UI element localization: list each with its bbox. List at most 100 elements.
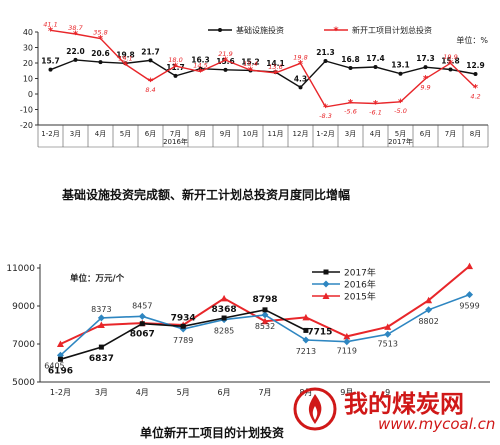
c1-point-new-projects: * xyxy=(323,102,329,113)
c2-point-2015年 xyxy=(56,340,64,347)
c1-year-label: 2016年 xyxy=(163,137,188,146)
c1-data-label-infra: 15.7 xyxy=(41,57,60,66)
c2-point-2016年 xyxy=(343,338,351,346)
c1-point-infra xyxy=(198,66,203,71)
c2-y-tick-label: 11000 xyxy=(6,264,35,274)
c1-point-infra xyxy=(373,65,378,70)
c1-data-label-new-projects: 14.5 xyxy=(193,62,207,70)
c2-x-tick-label: 6月 xyxy=(218,388,231,397)
c1-data-label-new-projects: -5.0 xyxy=(394,107,407,115)
c1-x-tick-label: 1-2月 xyxy=(41,130,59,138)
c2-x-tick-label: 4月 xyxy=(136,388,149,397)
chart2-title: 单位新开工项目的计划投资 xyxy=(140,426,285,440)
c1-x-tick-label: 6月 xyxy=(145,130,156,138)
c2-data-label-2017: 8368 xyxy=(212,305,237,315)
c1-point-infra xyxy=(298,85,303,90)
c1-x-tick-label: 3月 xyxy=(345,130,356,138)
c1-point-new-projects: * xyxy=(448,59,454,70)
c2-legend-marker-2017年 xyxy=(323,269,329,275)
c1-data-label-infra: 21.3 xyxy=(316,48,335,57)
c2-point-2017年 xyxy=(180,323,186,329)
c1-x-tick-label: 1-2月 xyxy=(316,130,334,138)
c2-y-tick-label: 9000 xyxy=(12,302,35,312)
c1-data-label-new-projects: 15.4 xyxy=(243,60,257,68)
c1-data-label-infra: 15.6 xyxy=(216,57,235,66)
coal-flame-logo-icon xyxy=(293,387,337,431)
c2-point-2015年 xyxy=(384,323,392,330)
c1-point-new-projects: * xyxy=(348,98,354,109)
c1-data-label-new-projects: 8.4 xyxy=(145,86,155,94)
c2-point-2016年 xyxy=(302,336,310,344)
c1-point-infra xyxy=(473,72,478,77)
c1-year-label: 2017年 xyxy=(388,137,413,146)
c1-x-tick-label: 6月 xyxy=(420,130,431,138)
c2-point-2016年 xyxy=(138,312,146,320)
c1-x-tick-label: 8月 xyxy=(195,130,206,138)
c1-point-new-projects: * xyxy=(223,56,229,67)
c1-point-new-projects: * xyxy=(98,34,104,45)
c2-point-2015年 xyxy=(302,313,310,321)
c2-data-label-2017: 8067 xyxy=(130,330,155,340)
c2-point-2015年 xyxy=(261,317,269,325)
c1-point-infra xyxy=(423,65,428,70)
c1-x-tick-label: 7月 xyxy=(170,130,181,138)
c1-data-label-new-projects: 9.9 xyxy=(420,84,430,92)
c2-point-2017年 xyxy=(221,315,227,321)
c1-x-tick-label: 11月 xyxy=(268,130,284,138)
c2-point-2015年 xyxy=(343,332,351,340)
c2-data-label-2016: 7513 xyxy=(378,339,398,348)
c1-line-infra xyxy=(50,59,476,89)
c1-data-label-infra: 19.8 xyxy=(116,50,135,59)
c2-data-label-2016: 8457 xyxy=(132,301,152,310)
c2-point-2017年 xyxy=(139,321,145,327)
c1-x-tick-label: 5月 xyxy=(395,130,406,138)
c2-point-2016年 xyxy=(261,311,269,319)
c1-point-new-projects: * xyxy=(473,83,479,94)
c2-data-label-2016: 6405 xyxy=(44,361,64,370)
c1-point-new-projects: * xyxy=(148,76,154,87)
c1-x-tick-label: 4月 xyxy=(370,130,381,138)
c2-data-label-2016: 8802 xyxy=(418,317,438,326)
c1-point-infra xyxy=(323,58,328,63)
c2-unit-label: 单位：万元/个 xyxy=(70,273,125,284)
c1-point-infra xyxy=(348,65,353,70)
watermark-url: www.mycoal.cn xyxy=(378,415,496,433)
c1-x-tick-label: 8月 xyxy=(470,130,481,138)
c2-x-tick-label: 3月 xyxy=(95,388,108,397)
watermark-text: 我的煤炭网 xyxy=(344,390,464,418)
c1-point-infra xyxy=(48,67,53,72)
c1-data-label-new-projects: 21.9 xyxy=(218,50,232,58)
c2-legend-marker-2015年 xyxy=(322,292,330,299)
chart1-title: 基础设施投资完成额、新开工计划总投资月度同比增幅 xyxy=(62,188,351,202)
c1-point-new-projects: * xyxy=(173,62,179,73)
c1-data-label-new-projects: 41.1 xyxy=(43,20,57,28)
c1-point-new-projects: * xyxy=(298,59,304,70)
c1-y-tick-label: 0 xyxy=(28,90,33,99)
c2-data-label-2017: 8798 xyxy=(252,295,277,305)
c1-data-label-infra: 16.8 xyxy=(341,55,360,64)
c2-x-tick-label: 9 xyxy=(385,388,390,397)
c2-x-tick-label: 7月 xyxy=(258,388,271,397)
c1-y-tick-label: -20 xyxy=(20,121,33,130)
c2-point-2016年 xyxy=(425,306,433,314)
c1-point-infra xyxy=(223,67,228,72)
c2-point-2017年 xyxy=(262,307,268,313)
c1-y-tick-label: -10 xyxy=(20,106,33,115)
c1-data-label-infra: 14.1 xyxy=(266,59,285,68)
c1-x-tick-label: 9月 xyxy=(220,130,231,138)
c1-x-tick-label: 4月 xyxy=(95,130,106,138)
c1-point-infra xyxy=(73,57,78,62)
c2-legend-label-2016年: 2016年 xyxy=(344,279,376,291)
c1-point-new-projects: * xyxy=(423,74,429,85)
c2-x-tick-label: 9月 xyxy=(340,388,353,397)
c1-data-label-infra: 4.3 xyxy=(294,74,307,83)
c1-point-infra xyxy=(173,73,178,78)
c2-point-2015年 xyxy=(466,262,474,270)
c1-data-label-infra: 13.1 xyxy=(391,61,410,70)
c1-point-new-projects: * xyxy=(198,67,204,78)
c2-point-2015年 xyxy=(220,294,228,302)
c1-point-new-projects: * xyxy=(373,99,379,110)
c2-point-2015年 xyxy=(97,321,105,328)
c1-data-label-new-projects: 4.2 xyxy=(470,92,480,100)
c2-data-label-2017: 6196 xyxy=(48,366,73,376)
